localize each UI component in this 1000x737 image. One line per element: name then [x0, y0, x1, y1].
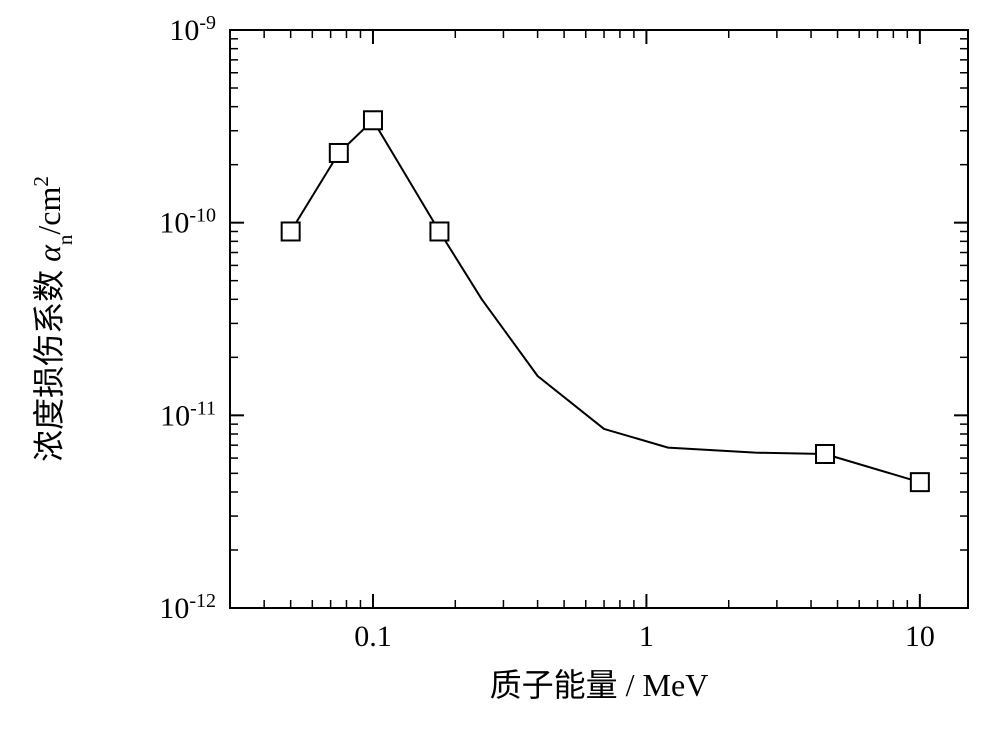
data-marker — [282, 222, 300, 240]
x-tick-label: 1 — [639, 620, 654, 653]
data-marker — [364, 111, 382, 129]
y-tick-label: 10-12 — [159, 590, 216, 625]
y-tick-label: 10-10 — [159, 205, 216, 240]
data-marker — [911, 473, 929, 491]
y-tick-label: 10-11 — [160, 397, 216, 432]
data-marker — [816, 445, 834, 463]
chart-svg: 0.1 1 10 质子能量 / MeV 10-12 10-11 10-10 10-9 浓度损伤系… — [0, 0, 1000, 737]
x-tick-label: 0.1 — [354, 620, 392, 653]
y-tick-label: 10-9 — [169, 12, 216, 47]
data-marker — [430, 222, 448, 240]
x-tick-label: 10 — [905, 620, 935, 653]
plot-box — [230, 30, 968, 608]
chart-container: 0.1 1 10 质子能量 / MeV 10-12 10-11 10-10 10-9 浓度损伤系… — [0, 0, 1000, 737]
x-axis-label: 质子能量 / MeV — [490, 667, 709, 703]
y-axis-label: 浓度损伤系数 αn/cm2 — [29, 176, 77, 462]
data-marker — [330, 144, 348, 162]
